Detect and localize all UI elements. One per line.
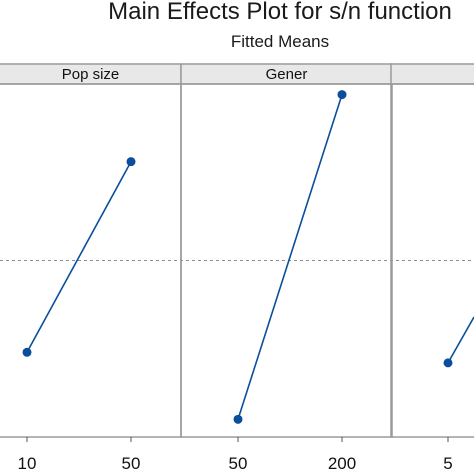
panel-frame-gener: [180, 83, 393, 438]
data-point-gener-200: [337, 90, 347, 100]
panel-frame-m: [390, 83, 474, 438]
panel-label-pop-size: Pop size: [62, 66, 120, 83]
x-tick-label-m-5: 5: [443, 454, 452, 473]
x-tick-label-pop-size-10: 10: [18, 454, 37, 473]
x-tick-label-gener-200: 200: [328, 454, 356, 473]
panel-label-gener: Gener: [266, 66, 308, 83]
data-point-m-5: [443, 358, 453, 368]
x-tick-label-gener-50: 50: [229, 454, 248, 473]
effect-line-pop-size: [26, 161, 132, 353]
x-tick-label-pop-size-50: 50: [122, 454, 141, 473]
effect-line-gener: [237, 94, 343, 420]
panel-strip-m: [390, 63, 474, 85]
data-point-pop-size-50: [126, 157, 136, 167]
data-point-gener-50: [233, 414, 243, 424]
chart-subtitle: Fitted Means: [230, 32, 330, 51]
chart-title: Main Effects Plot for s/n function: [108, 0, 452, 25]
effect-line-m: [447, 316, 474, 364]
data-point-pop-size-10: [22, 347, 32, 357]
